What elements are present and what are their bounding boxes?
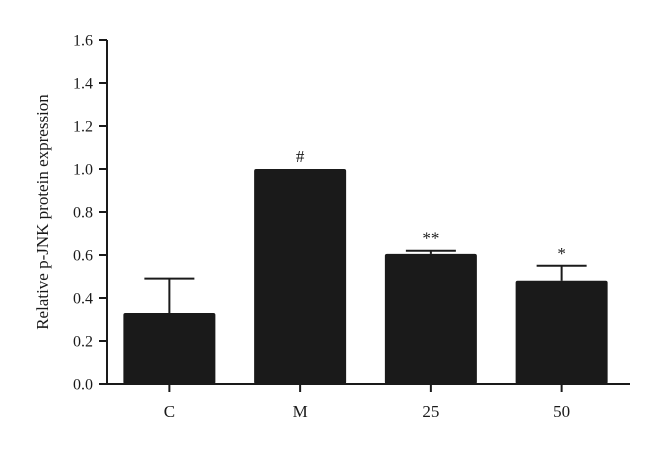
y-axis-title: Relative p-JNK protein expression xyxy=(33,94,52,330)
significance-label-50: * xyxy=(557,244,566,263)
bar-C xyxy=(123,313,216,384)
bar-50 xyxy=(515,280,608,384)
significance-label-M: # xyxy=(296,147,305,166)
y-tick-label: 1.2 xyxy=(73,119,93,136)
x-axis: C M 25 50 xyxy=(107,383,630,421)
significance-label-25: ** xyxy=(422,229,439,248)
y-tick-label: 1.6 xyxy=(73,33,93,50)
y-axis: 0.0 0.2 0.4 0.6 0.8 1.0 1.2 1.4 1.6 xyxy=(73,33,108,394)
y-tick-label: 1.0 xyxy=(73,162,93,179)
x-tick-label: 25 xyxy=(422,402,439,421)
y-tick-label: 0.8 xyxy=(73,205,93,222)
y-tick-label: 0.6 xyxy=(73,248,93,265)
annotations: #*** xyxy=(296,147,566,263)
x-tick-label: M xyxy=(293,402,308,421)
bar-25 xyxy=(384,253,477,384)
y-tick-label: 0.0 xyxy=(73,377,93,394)
y-tick-label: 0.4 xyxy=(73,291,93,308)
bars xyxy=(123,169,608,384)
x-tick-label: C xyxy=(164,402,175,421)
y-tick-label: 1.4 xyxy=(73,76,93,93)
bar-M xyxy=(254,169,347,384)
error-bars xyxy=(144,249,587,314)
x-tick-label: 50 xyxy=(553,402,570,421)
y-tick-label: 0.2 xyxy=(73,334,93,351)
